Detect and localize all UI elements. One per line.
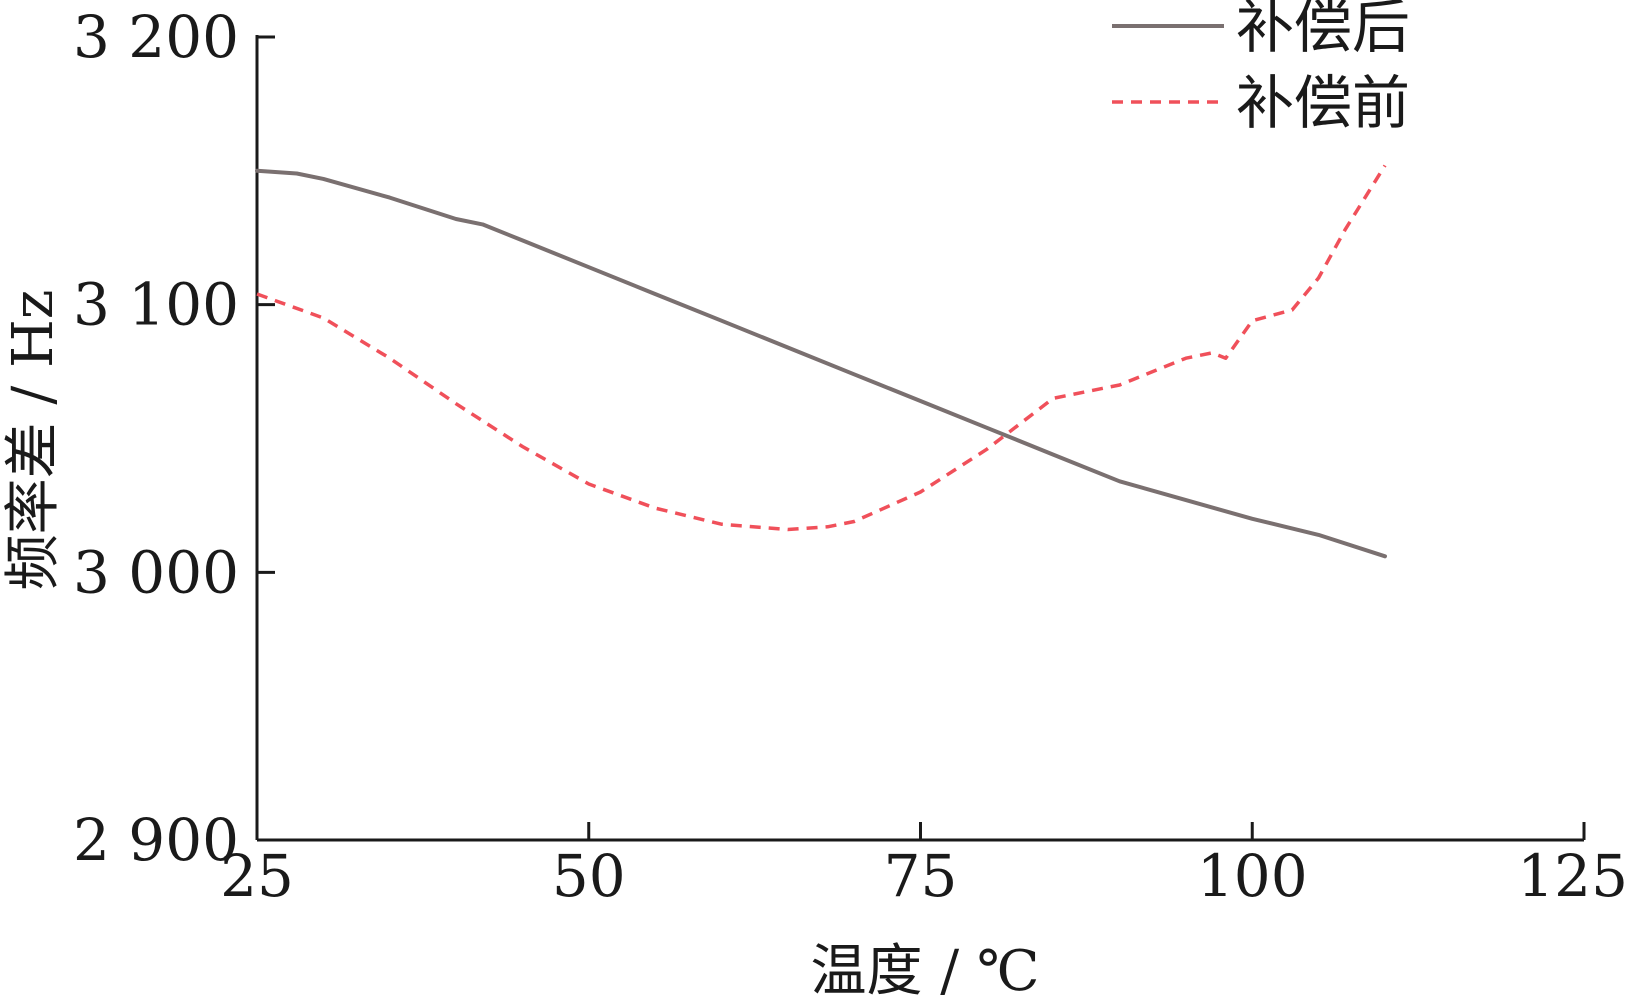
- series-line-1: [255, 168, 1387, 559]
- y-tick-label: 3 100: [73, 271, 239, 339]
- x-tick-label: 100: [1197, 842, 1308, 910]
- y-axis-title: 频率差 / Hz: [1, 290, 66, 591]
- y-tick-label: 3 000: [73, 538, 239, 606]
- series-layer: [255, 164, 1387, 559]
- series-line-2: [256, 164, 1387, 532]
- x-axis-title: 温度 / ℃: [810, 939, 1039, 1002]
- x-tick-label: 25: [220, 842, 294, 910]
- x-tick-label: 50: [552, 842, 626, 910]
- legend-label: 补偿前: [1236, 69, 1410, 137]
- y-ticks: 2 900 3 000 3 100 3 200: [73, 3, 275, 874]
- y-tick-label: 2 900: [73, 806, 239, 874]
- x-tick-label: 125: [1517, 842, 1628, 910]
- y-tick-label: 3 200: [73, 3, 239, 71]
- x-tick-label: 75: [884, 842, 958, 910]
- legend-label: 补偿后: [1236, 0, 1410, 61]
- x-ticks: 25 50 75 100 125: [220, 822, 1628, 910]
- axes: [255, 35, 1584, 842]
